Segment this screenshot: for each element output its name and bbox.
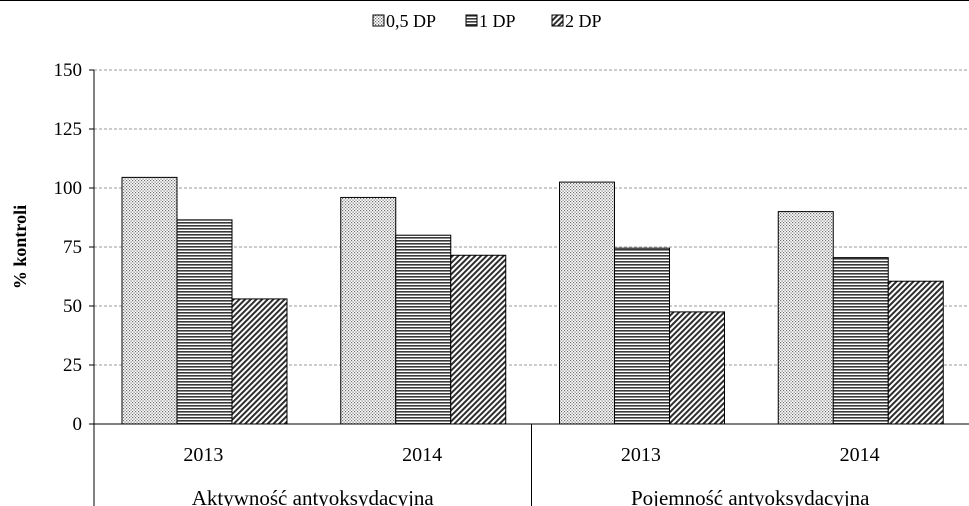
y-tick-label: 100 bbox=[54, 178, 83, 199]
x-tick-label: 2013 bbox=[621, 444, 661, 466]
bar-0-5-dp-0 bbox=[121, 176, 178, 425]
y-tick-label: 50 bbox=[63, 296, 82, 317]
y-tick-label: 25 bbox=[63, 355, 82, 376]
legend-label: 2 DP bbox=[565, 11, 602, 31]
legend: 0,5 DP 1 DP 2 DP bbox=[372, 11, 602, 31]
bar-1-dp-2 bbox=[614, 247, 670, 425]
bar-0-5-dp-1 bbox=[340, 196, 397, 425]
x-axis: 2013 2014 Aktywność antyoksydacyjna 2013 201… bbox=[94, 423, 969, 506]
x-tick-label: 2014 bbox=[402, 444, 442, 466]
bar-2-dp-3 bbox=[887, 280, 944, 425]
legend-swatch bbox=[465, 14, 478, 27]
y-tick-label: 75 bbox=[63, 237, 82, 258]
bar-2-dp-1 bbox=[450, 254, 507, 425]
bar-1-dp-1 bbox=[395, 234, 452, 425]
bar-1-dp-0 bbox=[176, 219, 233, 425]
bars bbox=[121, 176, 944, 425]
y-axis-label: % kontroli bbox=[10, 205, 30, 289]
bar-0-5-dp-2 bbox=[559, 181, 615, 425]
legend-label: 1 DP bbox=[479, 11, 516, 31]
legend-swatch bbox=[372, 14, 385, 27]
bar-0-5-dp-3 bbox=[777, 211, 834, 425]
y-tick-label: 0 bbox=[73, 414, 83, 435]
bar-1-dp-3 bbox=[832, 257, 889, 425]
group-label: Pojemność antyoksydacyjna bbox=[631, 486, 870, 506]
y-tick-label: 125 bbox=[54, 119, 83, 140]
legend-swatch bbox=[551, 14, 564, 27]
bar-2-dp-0 bbox=[231, 298, 288, 425]
y-axis: 0 25 50 75 100 125 150 bbox=[54, 60, 95, 506]
legend-label: 0,5 DP bbox=[386, 11, 436, 31]
bar-2-dp-2 bbox=[669, 311, 725, 425]
group-label: Aktywność antyoksydacyjna bbox=[192, 486, 435, 506]
y-tick-label: 150 bbox=[54, 60, 83, 81]
x-tick-label: 2013 bbox=[183, 444, 223, 466]
x-tick-label: 2014 bbox=[840, 444, 880, 466]
